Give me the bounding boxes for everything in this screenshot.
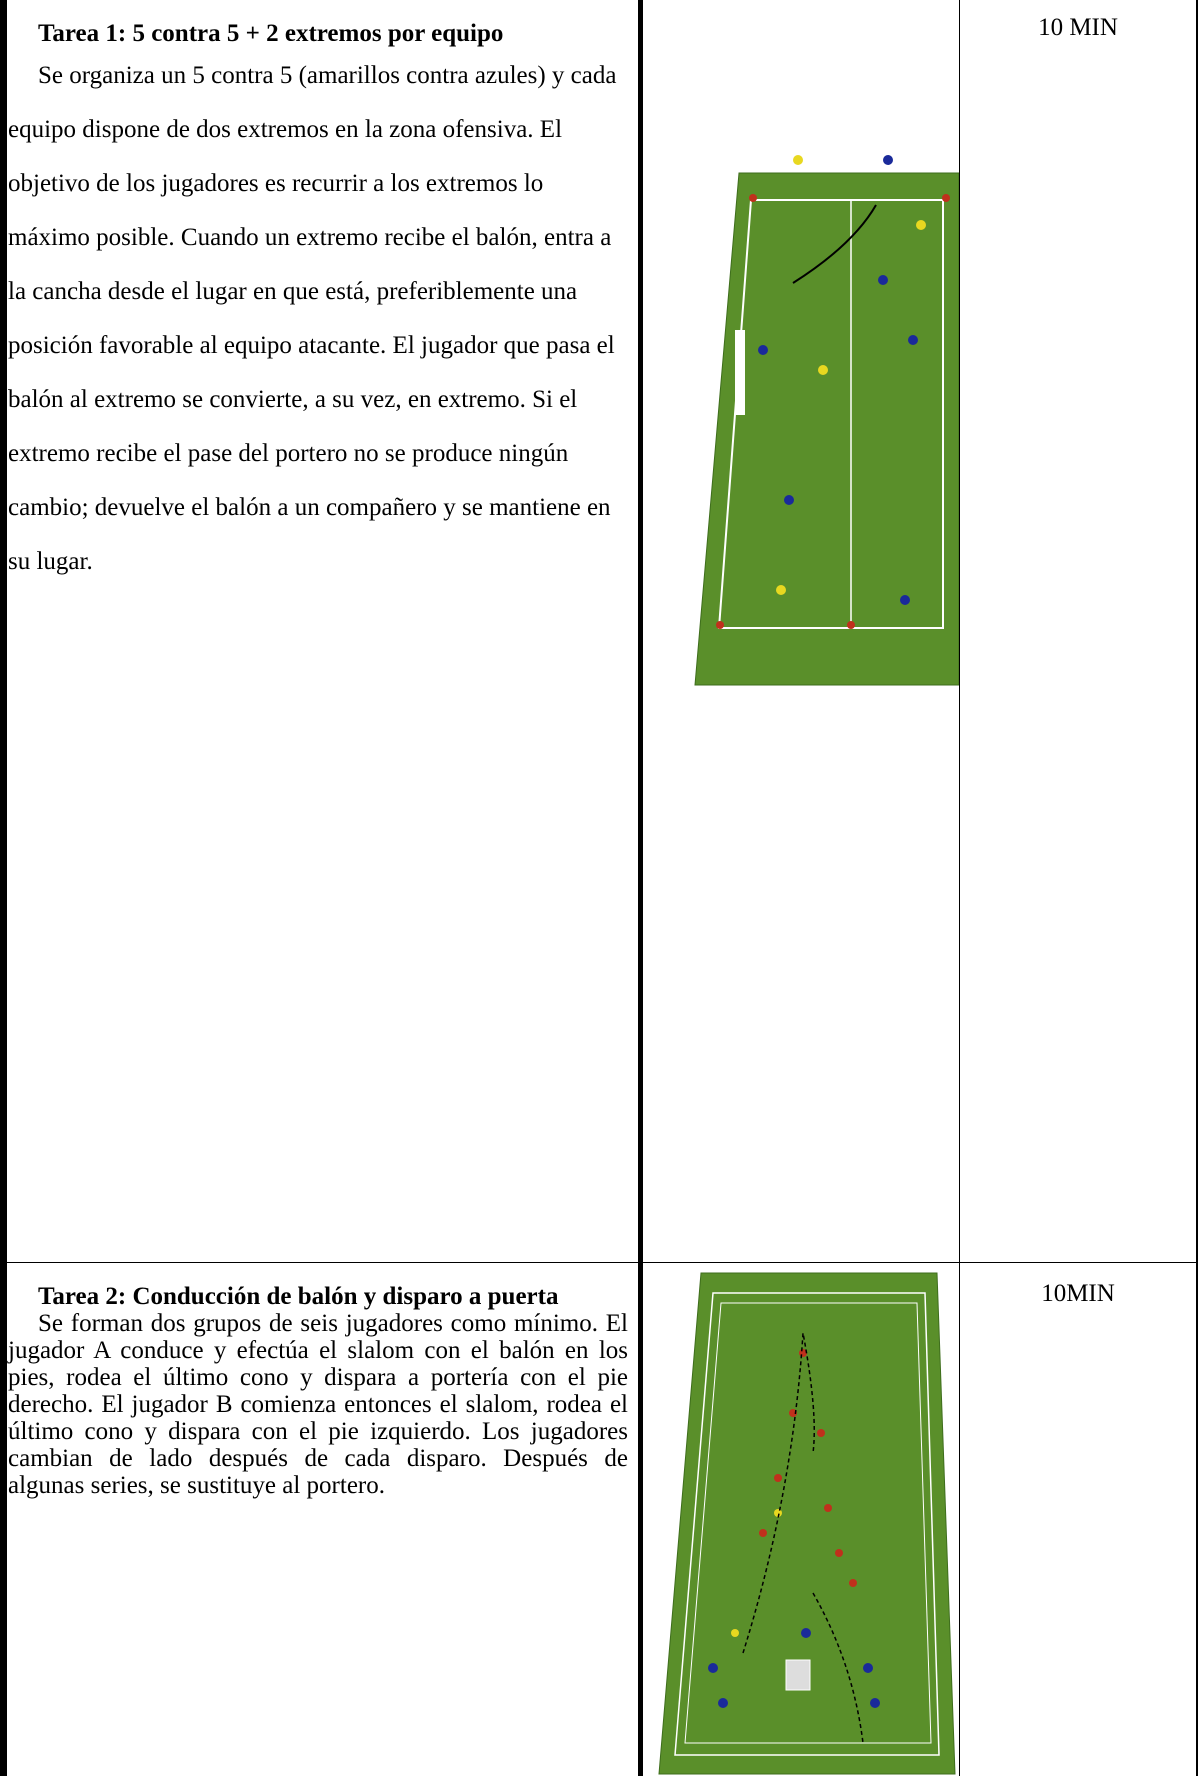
border — [638, 0, 643, 1776]
border — [1196, 0, 1198, 1776]
duration: 10 MIN — [1038, 14, 1118, 41]
duration: 10MIN — [1041, 1280, 1115, 1307]
border — [0, 1262, 1198, 1263]
pitch-drawing — [658, 1272, 956, 1775]
task-title: Tarea 1: 5 contra 5 + 2 extremos por equ… — [38, 20, 504, 47]
border — [959, 0, 960, 1776]
task-cell: Tarea 2: Conducción de balón y disparo a… — [8, 1283, 628, 1499]
task-body: Se forman dos grupos de seis jugadores c… — [8, 1310, 628, 1499]
task-cell: Tarea 1: 5 contra 5 + 2 extremos por equ… — [8, 20, 628, 589]
task-title: Tarea 2: Conducción de balón y disparo a… — [38, 1283, 559, 1310]
field-diagram — [694, 155, 959, 686]
task-body: Se organiza un 5 contra 5 (amarillos con… — [8, 62, 617, 575]
border — [0, 0, 7, 1776]
